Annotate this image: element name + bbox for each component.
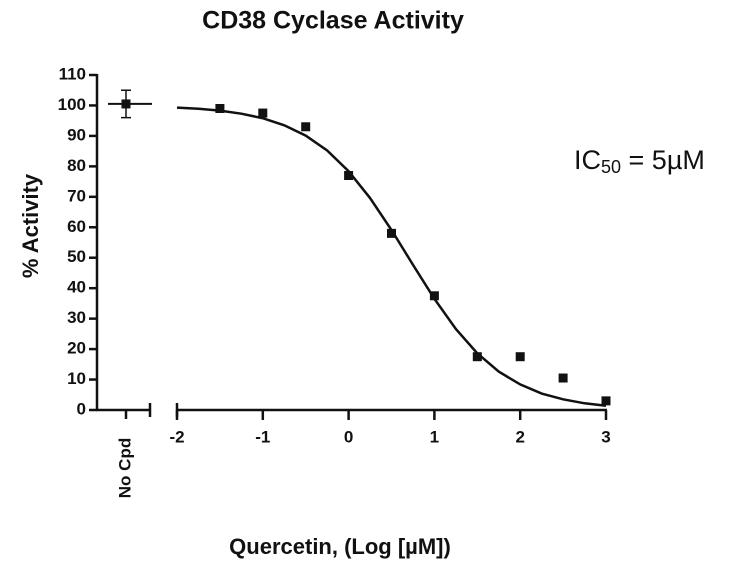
data-point [429, 291, 439, 301]
y-tick-label: 0 [77, 399, 86, 418]
annotation-subscript: 50 [601, 157, 621, 177]
control-label: No Cpd [115, 438, 134, 498]
data-point [258, 108, 268, 118]
y-tick-label: 100 [58, 95, 86, 114]
annotation: IC50 = 5µM [574, 145, 705, 177]
y-tick-label: 10 [67, 369, 86, 388]
data-point [215, 104, 225, 113]
x-tick-label: -2 [169, 427, 184, 446]
x-axis-label: Quercetin, (Log [µM]) [229, 534, 451, 559]
y-tick-label: 60 [67, 217, 86, 236]
data-point [558, 373, 568, 383]
x-tick-label: 2 [515, 427, 524, 446]
x-tick-label: 0 [344, 427, 353, 446]
y-tick-label: 30 [67, 308, 86, 327]
y-tick-label: 80 [67, 156, 86, 175]
fit-curve [176, 106, 607, 407]
data-point [344, 171, 354, 180]
y-tick-label: 50 [67, 247, 86, 266]
control-point [121, 99, 131, 109]
data-point [387, 228, 396, 238]
y-tick-label: 110 [59, 64, 86, 83]
y-tick-label: 90 [67, 125, 86, 144]
data-point [601, 396, 611, 406]
x-tick-label: -1 [255, 427, 270, 446]
y-axis-label: % Activity [18, 173, 43, 278]
y-tick-label: 40 [67, 278, 86, 297]
data-point [515, 352, 525, 362]
y-tick-label: 70 [67, 186, 86, 205]
chart-title: CD38 Cyclase Activity [202, 7, 464, 35]
annotation-text: = 5µM [621, 145, 705, 175]
x-tick-label: 1 [430, 427, 439, 446]
y-tick-label: 20 [67, 339, 86, 358]
data-point [472, 352, 482, 362]
annotation-text: IC [574, 145, 601, 175]
data-point [301, 122, 311, 132]
x-tick-label: 3 [601, 427, 610, 446]
